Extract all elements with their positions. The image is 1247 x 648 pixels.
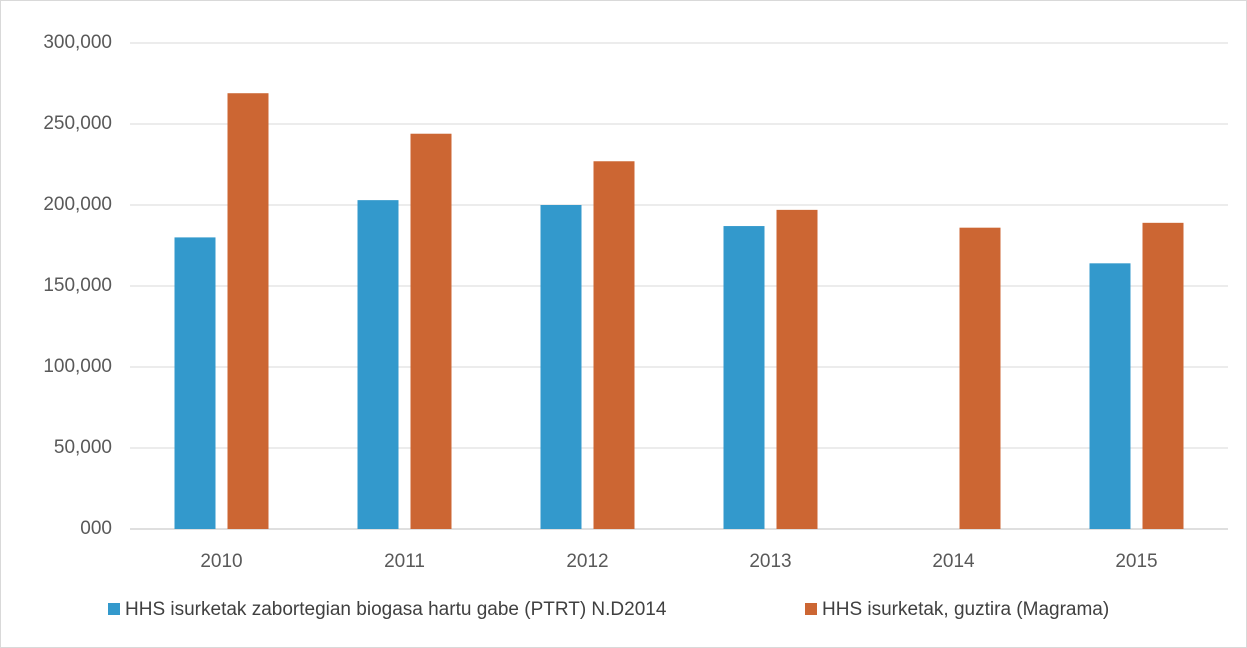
y-tick-label: 150,000	[43, 275, 112, 296]
y-tick-label: 300,000	[43, 32, 112, 53]
bar	[593, 161, 635, 529]
bar	[776, 209, 818, 530]
bar	[1142, 222, 1184, 529]
bar	[174, 237, 216, 529]
legend: HHS isurketak zabortegian biogasa hartu …	[108, 599, 1109, 620]
bar	[410, 133, 452, 529]
bar	[357, 200, 399, 529]
x-tick-label: 2013	[749, 551, 791, 572]
bar	[540, 205, 582, 529]
y-tick-label: 100,000	[43, 356, 112, 377]
y-tick-label: 50,000	[54, 437, 112, 458]
x-tick-label: 2010	[200, 551, 242, 572]
legend-swatch	[108, 603, 120, 615]
bar	[1089, 263, 1131, 529]
x-tick-label: 2012	[566, 551, 608, 572]
bar	[227, 93, 269, 529]
legend-label: HHS isurketak, guztira (Magrama)	[822, 599, 1109, 620]
x-tick-label: 2015	[1115, 551, 1157, 572]
x-tick-label: 2011	[384, 551, 425, 572]
y-tick-label: 200,000	[43, 194, 112, 215]
bar	[723, 226, 765, 529]
y-tick-label: 250,000	[43, 113, 112, 134]
x-tick-label: 2014	[932, 551, 975, 572]
y-tick-label: 000	[80, 518, 112, 539]
legend-label: HHS isurketak zabortegian biogasa hartu …	[125, 599, 667, 620]
bar	[959, 227, 1001, 529]
legend-swatch	[805, 603, 817, 615]
